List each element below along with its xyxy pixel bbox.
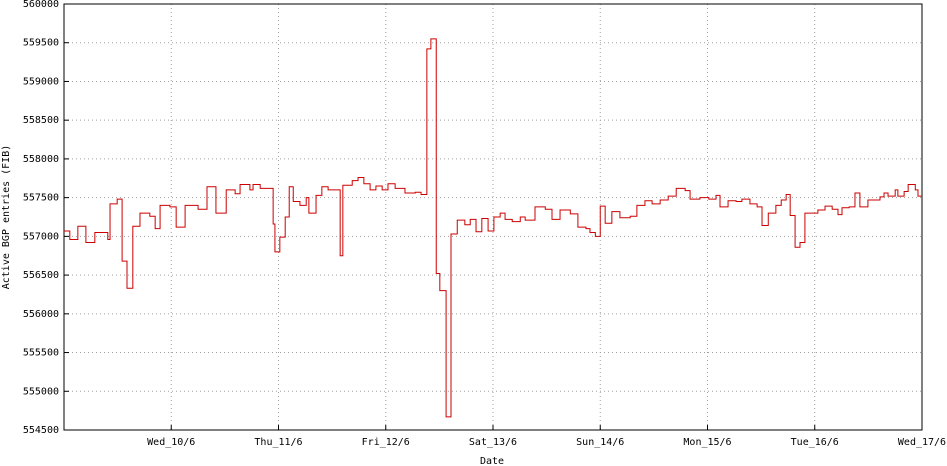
y-tick-label: 560000 [23,0,59,10]
y-tick-label: 557500 [23,193,59,204]
x-tick-label: Sun_14/6 [576,437,624,448]
x-tick-label: Wed_10/6 [147,437,195,448]
y-tick-label: 556500 [23,270,59,281]
plot-border [63,3,923,431]
y-tick-label: 556000 [23,309,59,320]
x-tick-label: Tue_16/6 [791,437,839,448]
x-tick-label: Thu_11/6 [254,437,302,448]
y-tick-label: 555000 [23,386,59,397]
x-tick-label: Sat_13/6 [469,437,517,448]
x-axis-title: Date [480,456,504,466]
data-line [64,38,922,418]
y-tick-label: 558500 [23,115,59,126]
y-tick-label: 557000 [23,231,59,242]
x-tick-label: Mon_15/6 [683,437,731,448]
y-tick-label: 554500 [23,425,59,436]
y-tick-label: 559500 [23,38,59,49]
y-axis-title: Active BGP entries (FIB) [1,145,12,290]
x-tick-label: Wed_17/6 [898,437,946,448]
y-tick-label: 559000 [23,76,59,87]
y-tick-label: 558000 [23,154,59,165]
y-tick-label: 555500 [23,348,59,359]
x-tick-label: Fri_12/6 [362,437,410,448]
